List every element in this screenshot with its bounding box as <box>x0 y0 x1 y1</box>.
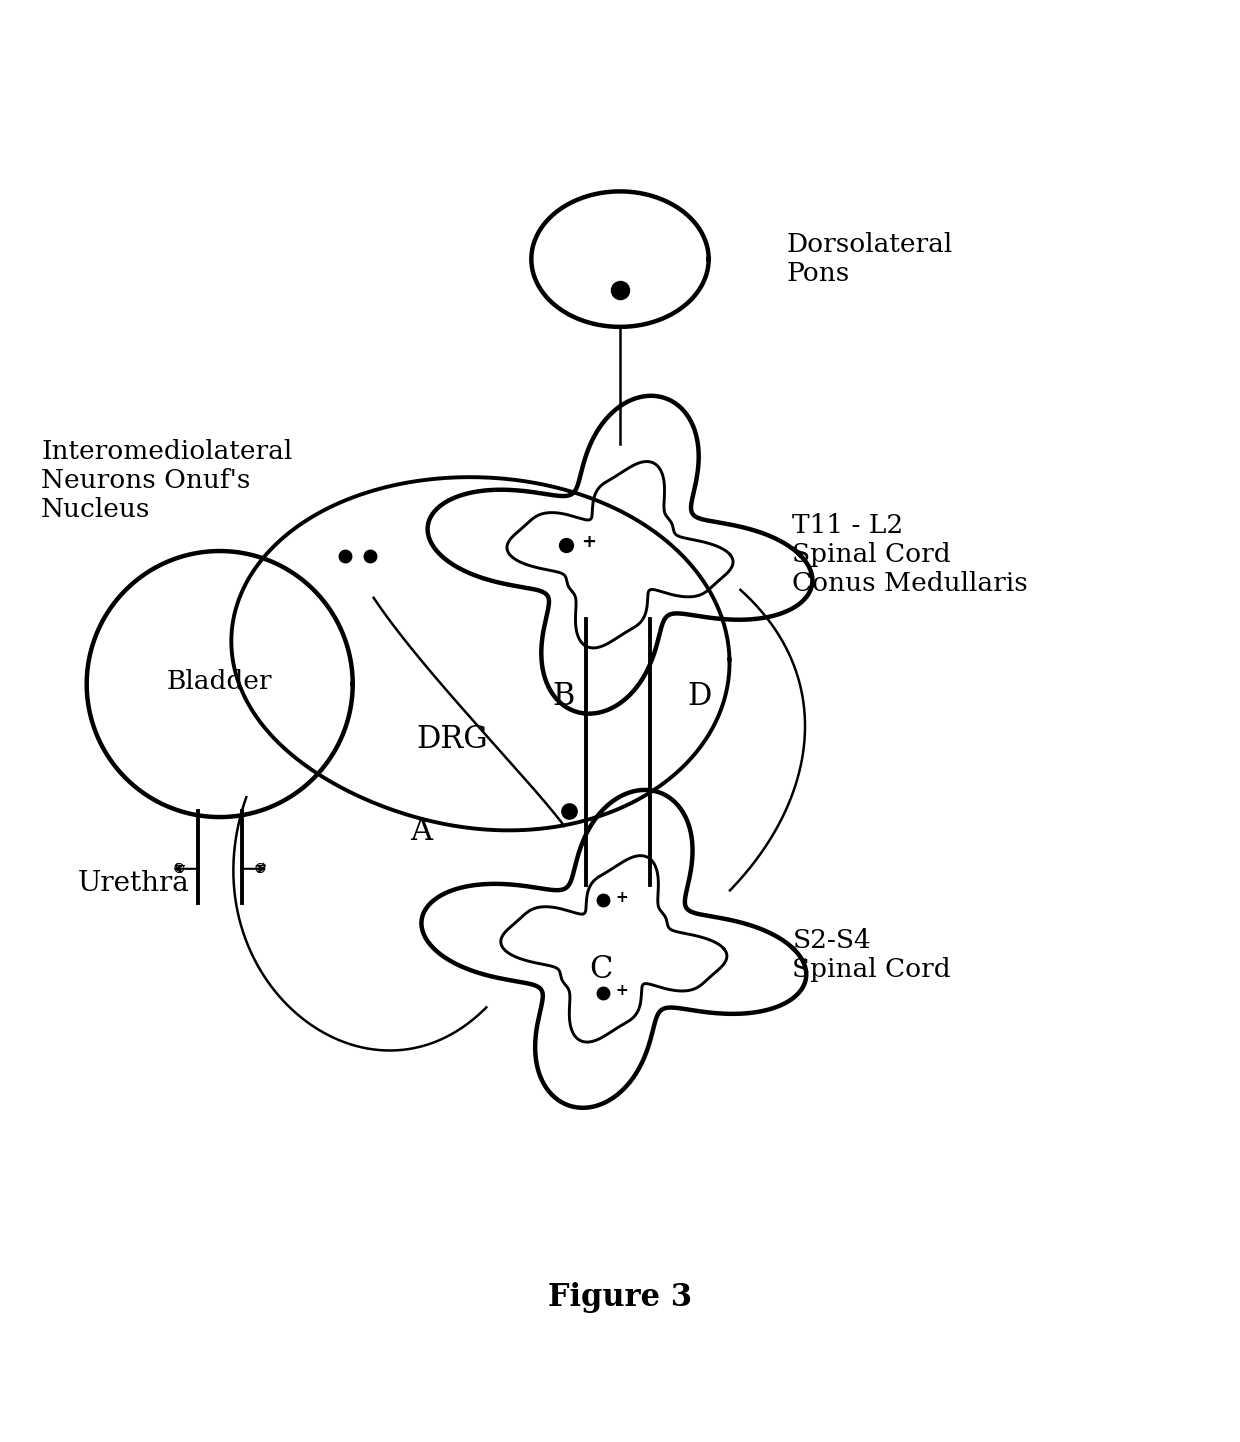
Text: ⟵: ⟵ <box>176 862 195 875</box>
Text: Figure 3: Figure 3 <box>548 1282 692 1312</box>
Text: ⊕: ⊕ <box>172 861 186 877</box>
Text: DRG: DRG <box>417 724 489 756</box>
Text: Bladder: Bladder <box>167 669 273 694</box>
Text: Urethra: Urethra <box>78 870 190 897</box>
Text: S2-S4
Spinal Cord: S2-S4 Spinal Cord <box>792 929 951 982</box>
Text: T11 - L2
Spinal Cord
Conus Medullaris: T11 - L2 Spinal Cord Conus Medullaris <box>792 513 1028 596</box>
Text: D: D <box>688 681 712 712</box>
Text: →: → <box>254 859 267 874</box>
Text: C: C <box>589 955 613 985</box>
Text: Dorsolateral
Pons: Dorsolateral Pons <box>786 232 952 286</box>
Text: ←: ← <box>174 859 185 874</box>
Text: Interomediolateral
Neurons Onuf's
Nucleus: Interomediolateral Neurons Onuf's Nucleu… <box>41 440 293 522</box>
Text: +: + <box>616 983 629 998</box>
Text: B: B <box>552 681 574 712</box>
Text: +: + <box>616 890 629 904</box>
Text: ⊕: ⊕ <box>254 861 267 877</box>
Text: A: A <box>410 816 433 848</box>
Text: +: + <box>580 532 596 551</box>
